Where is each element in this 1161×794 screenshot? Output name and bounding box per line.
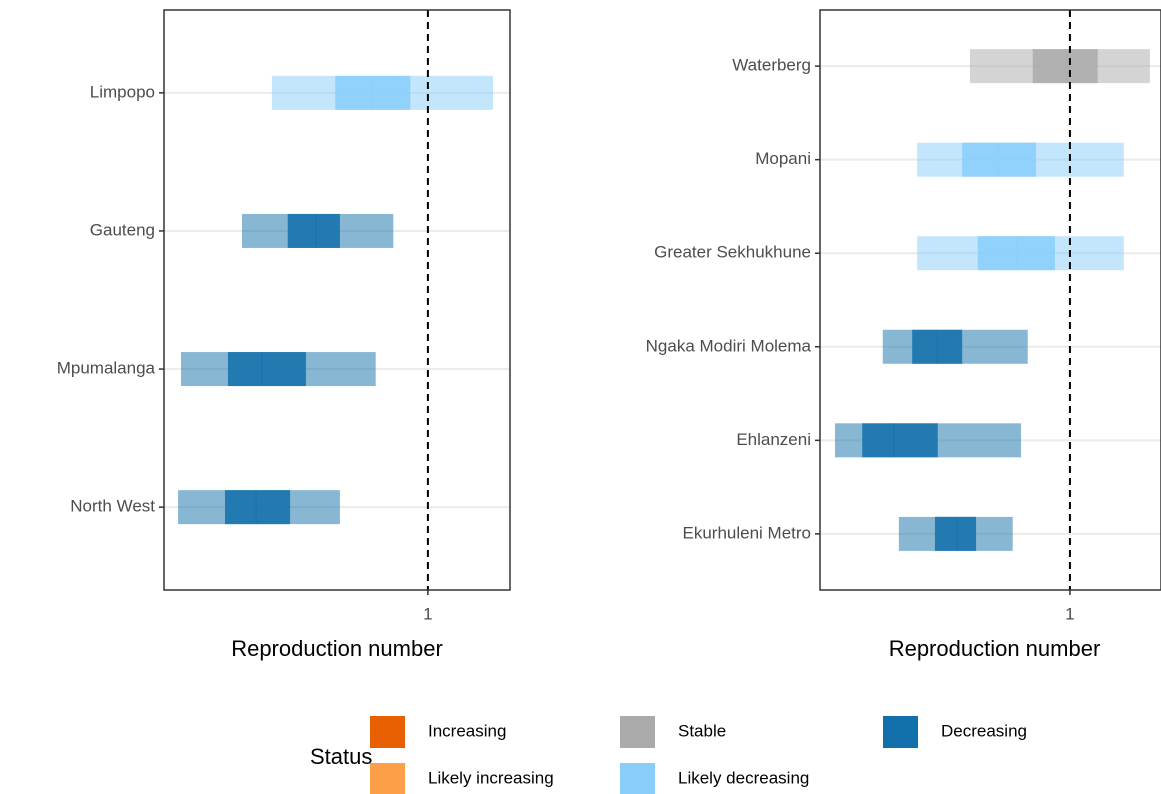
x-tick-label: 1 [423, 604, 432, 623]
ci50-bar [962, 142, 1037, 177]
legend-swatch [370, 763, 405, 794]
legend-swatch [883, 716, 918, 748]
y-tick-label: Ngaka Modiri Molema [646, 336, 812, 355]
y-tick-label: Gauteng [90, 220, 155, 239]
y-tick-label: Greater Sekhukhune [654, 243, 811, 262]
legend-swatch [370, 716, 405, 748]
y-tick-label: Ekurhuleni Metro [682, 523, 811, 542]
legend-label: Likely decreasing [678, 768, 809, 787]
ci50-bar [934, 516, 977, 551]
ci50-bar [224, 490, 291, 525]
ci50-bar [977, 236, 1055, 271]
panel-border [819, 9, 1161, 591]
y-tick-label: Ehlanzeni [736, 430, 811, 449]
legend-swatch [620, 763, 655, 794]
legend-label: Decreasing [941, 721, 1027, 740]
ci50-bar [227, 352, 306, 387]
ci50-bar [287, 213, 340, 248]
x-axis-label: Reproduction number [231, 636, 443, 661]
y-tick-label: Mpumalanga [57, 359, 156, 378]
x-tick-label: 1 [1065, 604, 1074, 623]
legend-title: Status [310, 744, 372, 769]
legend-label: Stable [678, 721, 726, 740]
x-axis-label: Reproduction number [889, 636, 1101, 661]
y-tick-label: Waterberg [732, 56, 811, 75]
legend-swatch [620, 716, 655, 748]
y-tick-label: Mopani [755, 149, 811, 168]
legend-label: Increasing [428, 721, 506, 740]
ci50-bar [1032, 49, 1098, 84]
y-tick-label: Limpopo [90, 82, 155, 101]
legend-label: Likely increasing [428, 768, 554, 787]
ci50-bar [862, 423, 938, 458]
y-tick-label: North West [70, 497, 155, 516]
panel-border [163, 9, 511, 591]
